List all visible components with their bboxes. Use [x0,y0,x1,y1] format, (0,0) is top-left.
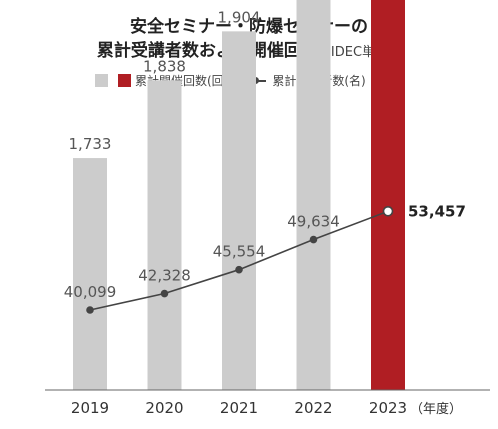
x-tick-2020: 2020 [145,399,183,417]
line-label-2021: 45,554 [213,243,266,261]
line-point-2020 [160,289,169,298]
legend-swatch-red [118,74,131,87]
bar-2019 [73,158,107,390]
bar-label-2020: 1,838 [143,57,186,75]
line-label-2023: 53,457 [408,202,466,220]
bar-label-2019: 1,733 [69,135,112,153]
line-label-2022: 49,634 [287,213,340,231]
legend: 累計開催回数(回) 累計受講者数(名) [95,72,366,89]
x-tick-2023: 2023 [369,399,407,417]
line-label-2019: 40,099 [64,283,117,301]
line-point-2022 [309,235,318,244]
line-point-2021 [235,265,243,274]
chart-title-main: 累計受講者数および開催回数 [96,41,318,61]
line-point-2023 [382,205,394,217]
x-tick-2019: 2019 [71,399,109,417]
legend-swatch-grey [95,74,108,87]
bar-2022 [296,0,331,390]
x-axis-unit: （年度） [410,401,462,417]
bar-2023 [371,0,405,391]
x-tick-2021: 2021 [220,399,258,417]
bar-2020 [147,80,182,391]
line-label-2020: 42,328 [138,267,191,285]
line-point-2019 [86,306,94,314]
bar-label-2021: 1,904 [218,8,261,26]
x-tick-2022: 2022 [294,399,332,417]
bar-2021 [222,31,256,391]
